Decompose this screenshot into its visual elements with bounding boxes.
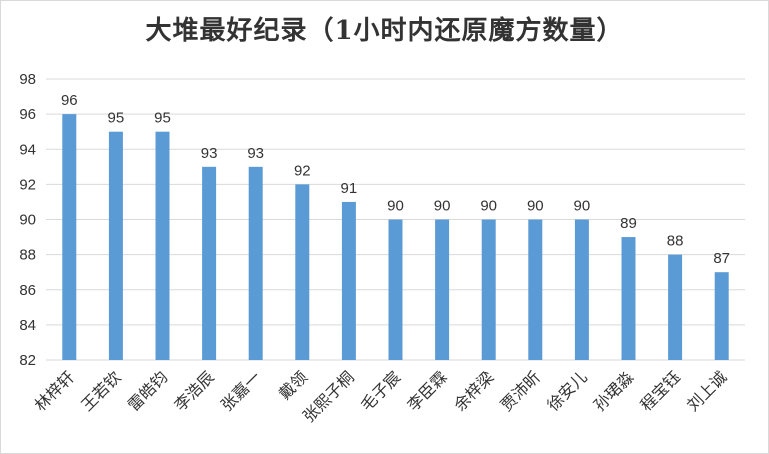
bar xyxy=(62,114,77,360)
x-tick-label: 贾沛昕 xyxy=(497,367,544,414)
bar xyxy=(528,219,543,360)
y-axis-ticks: 82 84 86 88 90 92 94 96 98 xyxy=(19,71,36,369)
data-label: 90 xyxy=(387,198,404,215)
y-tick-label: 94 xyxy=(19,141,36,158)
bar xyxy=(388,219,403,360)
x-tick-label: 戴领 xyxy=(275,367,311,403)
data-label: 93 xyxy=(247,145,264,162)
x-tick-label: 余梓梁 xyxy=(450,367,497,414)
data-label: 92 xyxy=(294,162,311,179)
x-tick-label: 雷皓钧 xyxy=(124,367,171,414)
x-tick-label: 孙珺淼 xyxy=(590,367,637,414)
bar xyxy=(248,166,263,360)
data-label: 87 xyxy=(713,250,730,267)
y-tick-label: 90 xyxy=(19,212,36,229)
data-label: 90 xyxy=(527,198,544,215)
y-tick-label: 84 xyxy=(19,317,36,334)
y-tick-label: 98 xyxy=(19,71,36,88)
x-tick-label: 李浩辰 xyxy=(171,367,218,414)
data-label: 90 xyxy=(434,198,451,215)
bar xyxy=(435,219,450,360)
bar xyxy=(202,166,217,360)
data-label: 91 xyxy=(341,180,358,197)
data-label: 88 xyxy=(667,233,684,250)
bar xyxy=(668,254,683,360)
bars xyxy=(62,114,729,360)
bar xyxy=(574,219,589,360)
bar xyxy=(714,272,729,360)
x-tick-label: 毛子宸 xyxy=(357,367,404,414)
data-label: 90 xyxy=(480,198,497,215)
x-tick-label: 王若钦 xyxy=(77,367,124,414)
y-tick-label: 88 xyxy=(19,247,36,264)
x-tick-label: 张嘉一 xyxy=(217,367,264,414)
x-axis-labels: 林梓轩 王若钦 雷皓钧 李浩辰 张嘉一 戴领张熙子桐 毛子宸 李臣霖 余梓梁 贾沛昕 徐安儿 孙珺淼程… xyxy=(31,367,731,426)
data-label: 96 xyxy=(61,92,78,109)
bar xyxy=(341,201,356,360)
bar xyxy=(621,237,636,360)
y-tick-label: 92 xyxy=(19,176,36,193)
bar xyxy=(108,131,123,360)
bar xyxy=(295,184,310,360)
data-label: 95 xyxy=(154,110,171,127)
data-label: 90 xyxy=(574,198,591,215)
y-tick-label: 96 xyxy=(19,106,36,123)
data-label: 95 xyxy=(108,110,125,127)
bar xyxy=(155,131,170,360)
y-tick-label: 82 xyxy=(19,352,36,369)
data-labels: 96 95 95 93 93 92 91 90 90 90 90 90 89 88 87 xyxy=(61,92,730,267)
data-label: 89 xyxy=(620,215,637,232)
x-tick-label: 张熙子桐 xyxy=(299,367,358,426)
y-tick-label: 86 xyxy=(19,282,36,299)
chart-title: 大堆最好纪录（1小时内还原魔方数量） xyxy=(145,16,624,46)
x-tick-label: 李臣霖 xyxy=(404,367,451,414)
data-label: 93 xyxy=(201,145,218,162)
x-tick-label: 徐安儿 xyxy=(543,367,590,414)
x-tick-label: 刘上诚 xyxy=(683,367,730,414)
x-tick-label: 程宝钰 xyxy=(637,367,684,414)
bar xyxy=(481,219,496,360)
x-tick-label: 林梓轩 xyxy=(31,367,78,414)
